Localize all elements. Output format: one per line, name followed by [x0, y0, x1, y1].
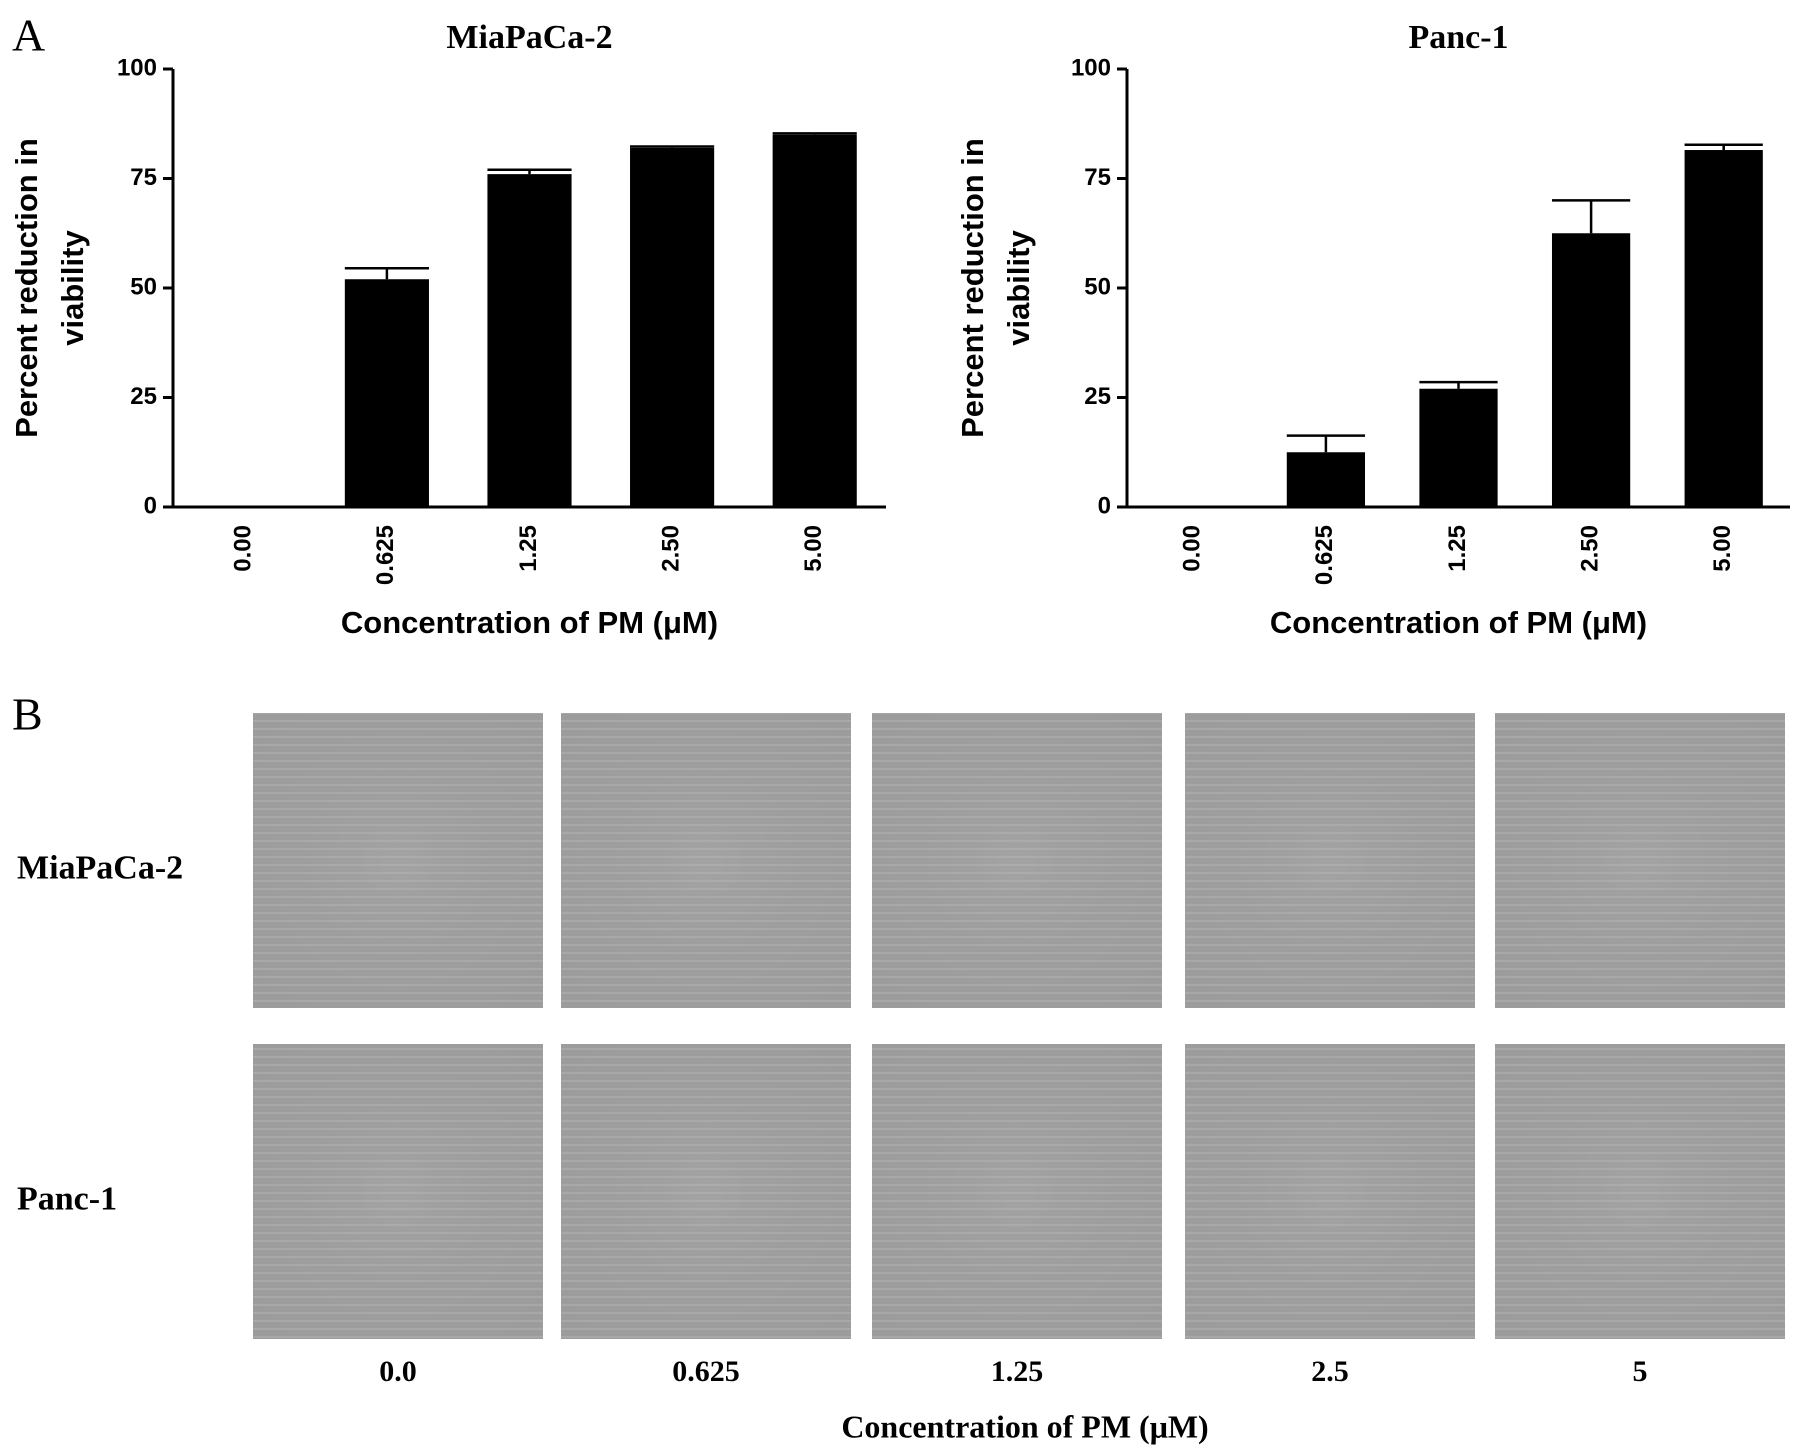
error-bar — [1551, 199, 1631, 234]
column-label: 0.625 — [672, 1355, 740, 1388]
micrograph-shade — [253, 1044, 543, 1339]
x-axis-label: Concentration of PM (μM) — [341, 605, 718, 640]
x-tick-label: 5.00 — [1709, 525, 1736, 572]
micrograph-shade — [1185, 1044, 1475, 1339]
column-label: 5 — [1633, 1355, 1648, 1388]
y-axis-label: viability — [1001, 230, 1036, 346]
error-bar — [772, 132, 857, 135]
micrograph-shade — [1185, 713, 1475, 1008]
micrograph-shade — [561, 713, 851, 1008]
bar — [344, 279, 429, 507]
column-label: 0.0 — [379, 1355, 417, 1388]
row-label: Panc-1 — [17, 1180, 117, 1217]
y-tick-label: 25 — [1084, 383, 1111, 410]
x-axis-label: Concentration of PM (μM) — [841, 1408, 1208, 1444]
y-tick-label: 0 — [144, 492, 157, 519]
row-label: MiaPaCa-2 — [17, 849, 183, 886]
micrograph-shade — [1495, 1044, 1785, 1339]
x-tick-label: 0.625 — [372, 525, 399, 585]
y-tick-label: 100 — [1071, 54, 1111, 81]
x-tick-label: 1.25 — [515, 525, 542, 572]
y-tick-label: 0 — [1098, 492, 1111, 519]
bar — [1286, 452, 1366, 507]
error-bar — [1684, 143, 1763, 151]
panel-label: A — [12, 10, 45, 61]
error-bar — [487, 168, 572, 175]
y-axis-label: Percent reduction in — [9, 138, 44, 438]
y-tick-label: 75 — [130, 164, 157, 191]
column-label: 1.25 — [991, 1355, 1044, 1388]
y-axis-label: viability — [55, 230, 90, 346]
bar — [1551, 233, 1631, 507]
micrograph-shade — [561, 1044, 851, 1339]
y-tick-label: 25 — [130, 383, 157, 410]
micrograph-shade — [872, 1044, 1162, 1339]
y-tick-label: 75 — [1084, 164, 1111, 191]
x-tick-label: 2.50 — [657, 525, 684, 572]
micrograph-shade — [1495, 713, 1785, 1008]
panel-label: B — [12, 689, 43, 740]
chart-title: MiaPaCa-2 — [446, 19, 612, 56]
column-label: 2.5 — [1311, 1355, 1349, 1388]
chart-title: Panc-1 — [1408, 19, 1508, 56]
y-tick-label: 50 — [130, 273, 157, 300]
x-tick-label: 2.50 — [1576, 525, 1603, 572]
x-tick-label: 0.00 — [1179, 525, 1206, 572]
y-tick-label: 50 — [1084, 273, 1111, 300]
micrograph-shade — [253, 713, 543, 1008]
bar — [772, 134, 857, 507]
y-axis-label: Percent reduction in — [955, 138, 990, 438]
bar — [1684, 150, 1763, 507]
bar — [630, 147, 715, 507]
bar — [1419, 388, 1498, 507]
x-tick-label: 1.25 — [1444, 525, 1471, 572]
error-bar — [630, 145, 715, 148]
error-bar — [344, 267, 429, 280]
x-axis-label: Concentration of PM (μM) — [1270, 605, 1647, 640]
y-tick-label: 100 — [117, 54, 157, 81]
x-tick-label: 5.00 — [800, 525, 827, 572]
x-tick-label: 0.00 — [230, 525, 257, 572]
error-bar — [1286, 434, 1366, 453]
micrograph-shade — [872, 713, 1162, 1008]
x-tick-label: 0.625 — [1311, 525, 1338, 585]
bar — [487, 174, 572, 507]
error-bar — [1419, 380, 1498, 389]
